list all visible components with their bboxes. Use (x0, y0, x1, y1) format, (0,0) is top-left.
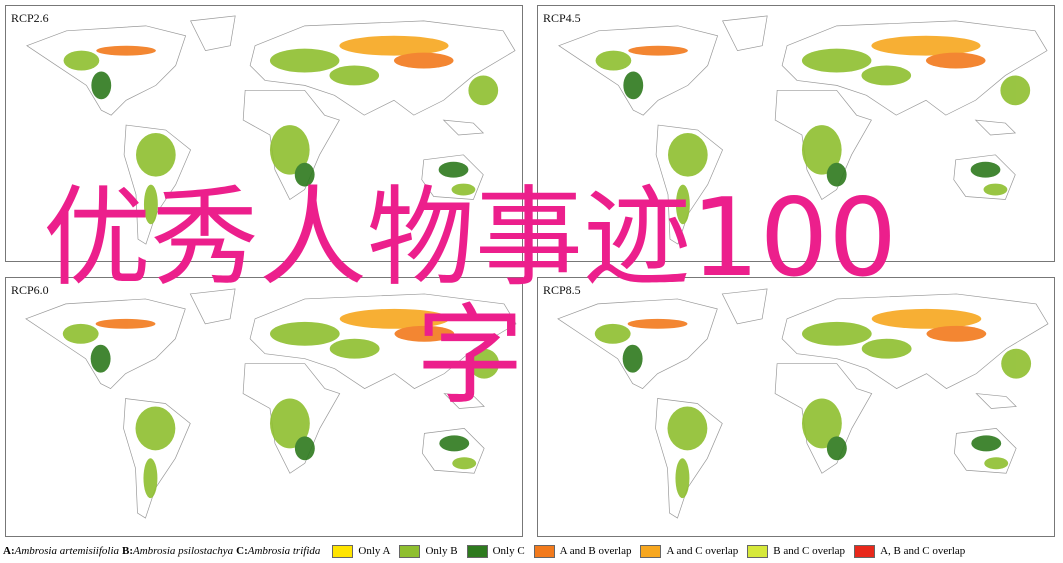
species-entry: A:Ambrosia artemisiifolia (3, 545, 119, 557)
map-panel: RCP8.5 (537, 277, 1055, 537)
legend-swatch (399, 544, 421, 558)
legend-label: Only C (492, 545, 525, 557)
legend-swatch (466, 544, 488, 558)
panel-title: RCP6.0 (11, 283, 49, 297)
species-key: B: (122, 545, 134, 557)
overlay-text: 优秀人物事迹100字 (42, 176, 898, 419)
map-panel: RCP6.0 (5, 277, 523, 537)
map-panel: RCP2.6 (5, 5, 523, 262)
panel-title: RCP2.6 (11, 11, 49, 25)
legend-swatch (640, 544, 662, 558)
species-key: A: (3, 545, 15, 557)
legend: A:Ambrosia artemisiifolia B:Ambrosia psil… (3, 543, 965, 559)
species-name: Ambrosia artemisiifolia (14, 545, 120, 557)
legend-label: A, B and C overlap (880, 545, 966, 557)
legend-label: A and B overlap (559, 545, 632, 557)
panel-title: RCP8.5 (543, 283, 581, 297)
legend-swatch (747, 544, 769, 558)
species-key: C: (236, 545, 248, 557)
species-entry: C:Ambrosia trifida (236, 545, 320, 557)
legend-swatch (332, 544, 354, 558)
legend-label: B and C overlap (773, 545, 846, 557)
panel-title: RCP4.5 (543, 11, 581, 25)
legend-label: A and C overlap (666, 545, 739, 557)
species-name: Ambrosia psilostachya (133, 545, 234, 557)
species-name: Ambrosia trifida (247, 545, 321, 557)
legend-swatch (854, 544, 876, 558)
legend-label: Only B (425, 545, 458, 557)
legend-swatch (533, 544, 555, 558)
map-panel: RCP4.5 (537, 5, 1055, 262)
legend-label: Only A (358, 545, 391, 557)
species-entry: B:Ambrosia psilostachya (122, 545, 233, 557)
